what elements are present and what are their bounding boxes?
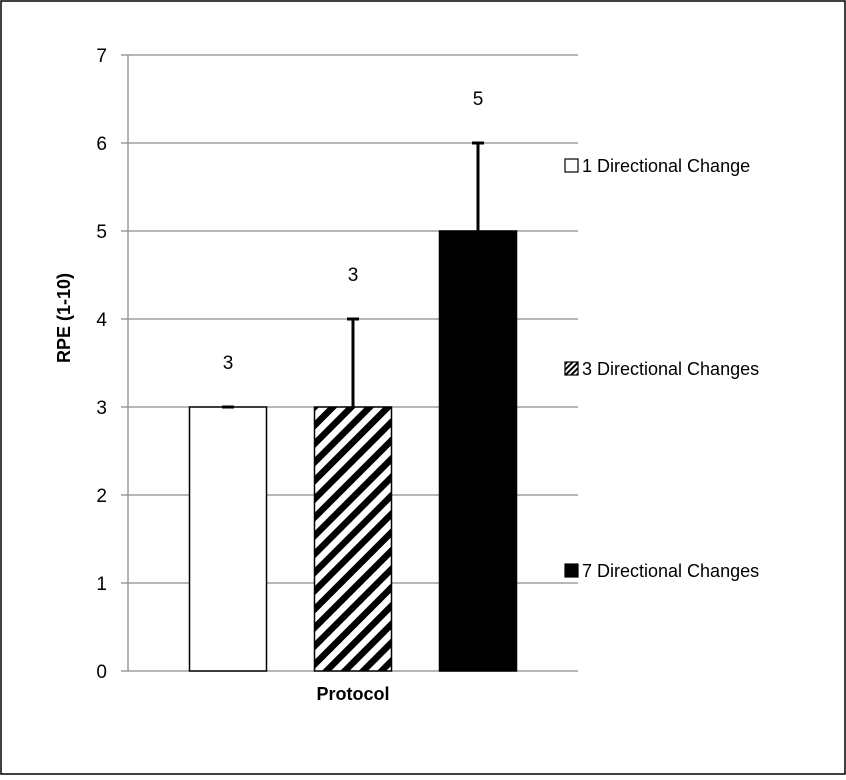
data-labels: 3 3 5 [223, 89, 484, 374]
data-label: 5 [473, 89, 484, 110]
y-tick-label: 4 [96, 310, 107, 331]
data-label: 3 [223, 353, 234, 374]
legend-entry: 7 Directional Changes [582, 561, 759, 581]
legend-swatch [564, 563, 579, 578]
bar [188, 406, 268, 672]
y-tick-label: 7 [96, 46, 107, 67]
y-axis-label: RPE (1-10) [54, 273, 74, 363]
y-tick-label: 0 [96, 662, 107, 683]
x-axis-label: Protocol [316, 684, 389, 704]
legend-entry: 1 Directional Change [582, 156, 750, 176]
y-tick-label: 5 [96, 222, 107, 243]
bar [313, 406, 393, 672]
y-tick-label: 2 [96, 486, 107, 507]
y-tick-labels: 0 1 2 3 4 5 6 7 [96, 46, 107, 683]
bars [188, 230, 518, 672]
bar [438, 230, 518, 672]
error-bars [222, 141, 484, 409]
legend-swatch [564, 158, 579, 173]
legend-entry: 3 Directional Changes [582, 359, 759, 379]
y-tick-label: 6 [96, 134, 107, 155]
legend: 1 Directional Change 3 Directional Change… [564, 156, 759, 581]
y-tick-label: 1 [96, 574, 107, 595]
data-label: 3 [348, 265, 359, 286]
y-tick-label: 3 [96, 398, 107, 419]
legend-swatch [564, 361, 579, 376]
